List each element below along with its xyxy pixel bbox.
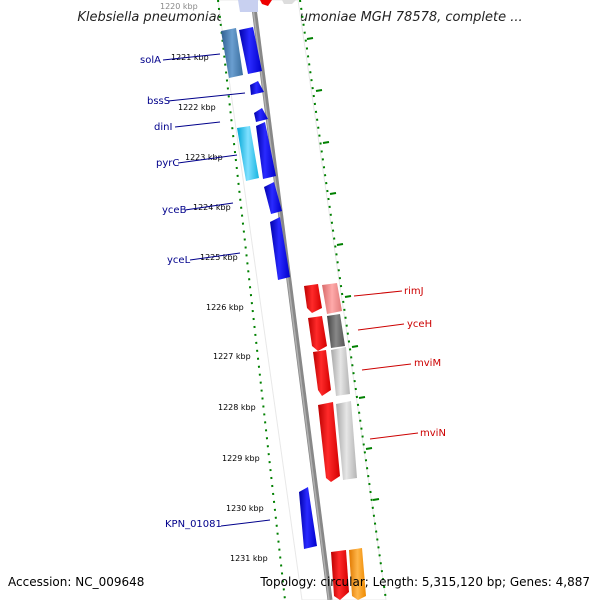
topology-text: Topology: circular; Length: 5,315,120 bp… bbox=[260, 575, 590, 589]
gene-partial bbox=[282, 0, 296, 4]
kbp-label: 1230 kbp bbox=[226, 504, 264, 513]
left-label-connectors bbox=[162, 53, 271, 527]
gene-yceH-outer[interactable] bbox=[327, 314, 345, 348]
kbp-label: 1222 kbp bbox=[178, 103, 216, 112]
kbp-label: 1223 kbp bbox=[185, 153, 223, 162]
gene-bottom-orange[interactable] bbox=[349, 548, 366, 600]
kbp-label: 1229 kbp bbox=[222, 454, 260, 463]
gene-bottom-red[interactable] bbox=[331, 550, 349, 600]
gene-label-right[interactable]: mviN bbox=[420, 428, 446, 439]
right-major-ticks bbox=[306, 37, 380, 501]
kbp-label: 1225 kbp bbox=[200, 253, 238, 262]
gene-label-left[interactable]: pyrC bbox=[156, 158, 179, 169]
gene-label-left[interactable]: bssS bbox=[147, 96, 170, 107]
gene-label-left[interactable]: solA bbox=[140, 55, 161, 66]
gene-yceH[interactable] bbox=[308, 316, 327, 351]
gene-label-left[interactable]: KPN_01081 bbox=[165, 519, 222, 530]
gene-mviM-outer[interactable] bbox=[331, 347, 350, 396]
gene-KPN_01081[interactable] bbox=[299, 487, 317, 549]
gene-yceB[interactable] bbox=[264, 182, 282, 214]
gene-label-right[interactable]: yceH bbox=[407, 319, 432, 330]
kbp-label: 1220 kbp bbox=[160, 2, 198, 11]
gene-mviM[interactable] bbox=[313, 350, 331, 396]
accession-text: Accession: NC_009648 bbox=[8, 575, 145, 589]
gene-label-left[interactable]: dinI bbox=[154, 122, 172, 133]
gene-solA-outer[interactable] bbox=[221, 28, 243, 78]
backbone-line bbox=[250, 0, 333, 600]
gene-pyrC-outer[interactable] bbox=[237, 126, 259, 181]
kbp-label: 1227 kbp bbox=[213, 352, 251, 361]
kbp-label: 1224 kbp bbox=[193, 203, 231, 212]
gene-bssS[interactable] bbox=[250, 81, 264, 95]
gene-dinI[interactable] bbox=[254, 108, 268, 122]
gene-mviN-outer[interactable] bbox=[336, 401, 357, 480]
gene-yceL[interactable] bbox=[270, 217, 290, 280]
right-label-connectors bbox=[353, 290, 419, 440]
right-dotted-track bbox=[299, 0, 387, 600]
gene-mviN[interactable] bbox=[318, 402, 340, 482]
gene-partial bbox=[238, 0, 258, 12]
gene-label-right[interactable]: mviM bbox=[414, 358, 441, 369]
gene-pyrC[interactable] bbox=[256, 122, 276, 179]
gene-label-left[interactable]: yceL bbox=[167, 255, 191, 266]
kbp-label: 1228 kbp bbox=[218, 403, 256, 412]
kbp-label: 1226 kbp bbox=[206, 303, 244, 312]
gene-solA[interactable] bbox=[239, 27, 262, 74]
gene-rimJ-outer[interactable] bbox=[322, 283, 342, 314]
gene-rimJ[interactable] bbox=[304, 284, 322, 313]
kbp-label: 1231 kbp bbox=[230, 554, 268, 563]
gene-label-left[interactable]: yceB bbox=[162, 205, 187, 216]
gene-label-right[interactable]: rimJ bbox=[404, 286, 424, 297]
gene-partial bbox=[260, 0, 272, 6]
